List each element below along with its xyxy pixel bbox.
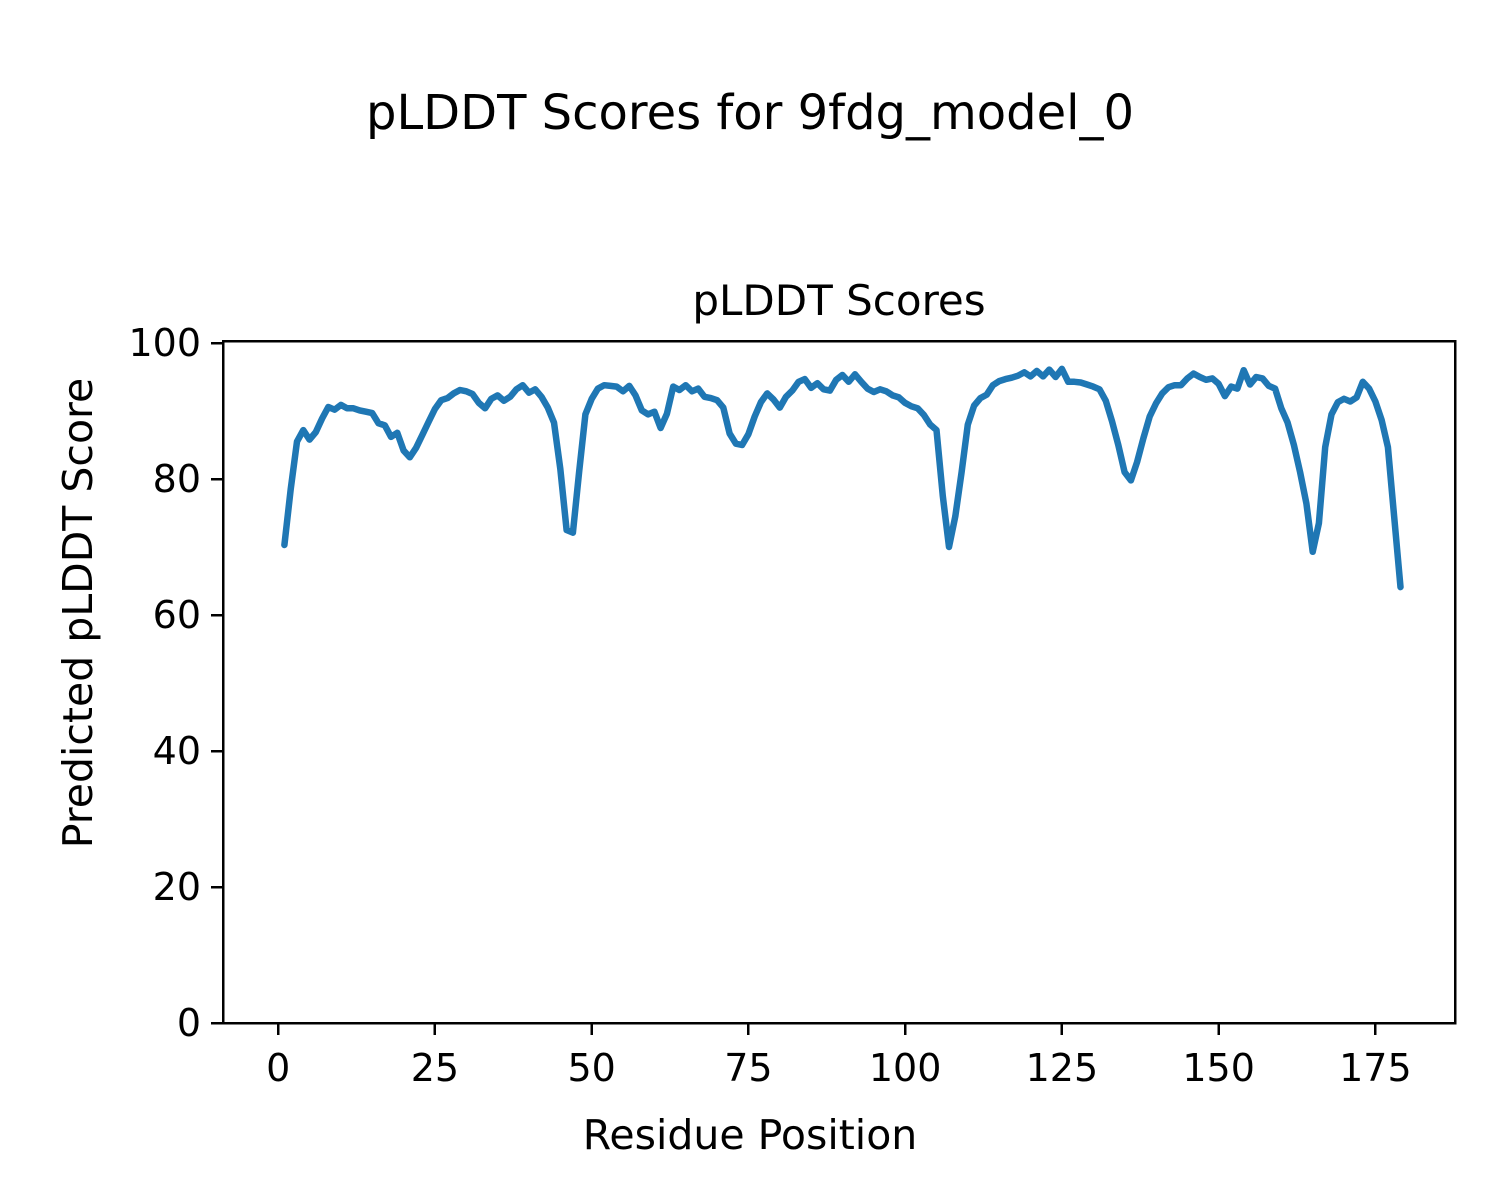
- y-tick-label: 0: [177, 1001, 201, 1045]
- axes-frame: [221, 339, 1457, 1025]
- axes-title: pLDDT Scores: [692, 276, 986, 325]
- y-tick-label: 60: [153, 593, 201, 637]
- figure-suptitle: pLDDT Scores for 9fdg_model_0: [365, 85, 1135, 141]
- y-tick-label: 20: [153, 865, 201, 909]
- y-tick-label: 100: [128, 321, 201, 365]
- x-tick-label: 75: [724, 1046, 772, 1090]
- plddt-score-line: [281, 365, 1404, 591]
- x-tick-label: 25: [411, 1046, 459, 1090]
- x-axis-label: Residue Position: [582, 1111, 918, 1159]
- x-tick-label: 100: [869, 1046, 942, 1090]
- x-tick-label: 150: [1182, 1046, 1255, 1090]
- x-tick-label: 125: [1026, 1046, 1099, 1090]
- x-tick-label: 175: [1339, 1046, 1412, 1090]
- y-tick-label: 40: [153, 729, 201, 773]
- x-tick-label: 50: [567, 1046, 615, 1090]
- y-tick-label: 80: [153, 457, 201, 501]
- x-tick-label: 0: [266, 1046, 290, 1090]
